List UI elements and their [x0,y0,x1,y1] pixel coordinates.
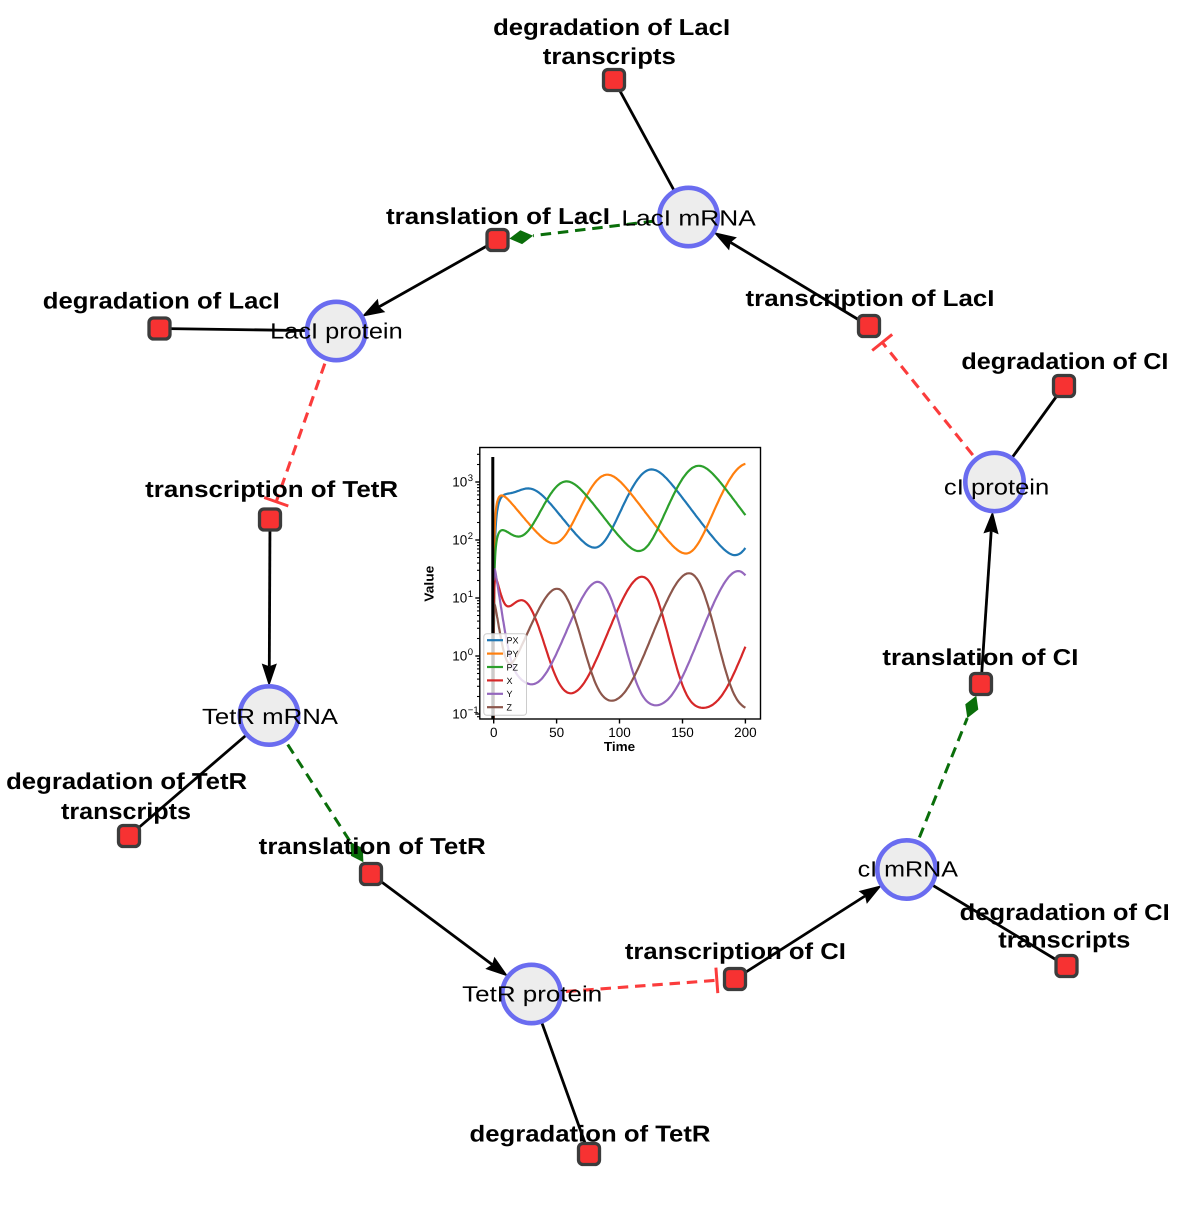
svg-text:TetR mRNA: TetR mRNA [202,704,338,729]
svg-text:10: 10 [452,707,467,722]
svg-text:LacI mRNA: LacI mRNA [621,205,756,230]
svg-text:transcripts: transcripts [543,43,676,69]
svg-text:50: 50 [549,725,564,740]
svg-text:10: 10 [452,649,467,664]
svg-text:Value: Value [422,566,437,602]
svg-text:degradation of CI: degradation of CI [961,348,1168,374]
svg-text:translation of CI: translation of CI [882,644,1078,670]
svg-text:degradation of TetR: degradation of TetR [6,768,247,794]
svg-text:transcripts: transcripts [998,927,1130,953]
svg-text:PZ: PZ [507,662,519,672]
svg-text:0: 0 [468,647,473,658]
svg-text:transcription of CI: transcription of CI [625,938,846,964]
svg-text:degradation of LacI: degradation of LacI [493,14,730,40]
svg-text:100: 100 [608,725,631,740]
svg-text:3: 3 [468,473,473,484]
svg-text:LacI protein: LacI protein [270,319,403,344]
svg-text:2: 2 [468,531,473,542]
svg-text:Y: Y [507,689,513,699]
svg-text:Z: Z [507,703,513,713]
svg-text:degradation of TetR: degradation of TetR [470,1120,711,1146]
svg-text:translation of LacI: translation of LacI [386,203,610,229]
svg-text:X: X [507,676,513,686]
svg-text:10: 10 [452,533,467,548]
svg-text:degradation of LacI: degradation of LacI [43,287,280,313]
svg-text:150: 150 [671,725,694,740]
svg-text:degradation of CI: degradation of CI [960,899,1170,925]
svg-text:200: 200 [734,725,757,740]
svg-text:10: 10 [452,475,467,490]
svg-text:transcription of LacI: transcription of LacI [746,285,995,311]
svg-text:transcripts: transcripts [61,798,191,824]
svg-text:Time: Time [604,739,635,754]
svg-text:10: 10 [452,591,467,606]
svg-text:cI protein: cI protein [944,475,1049,500]
svg-text:1: 1 [468,589,473,600]
svg-text:cI mRNA: cI mRNA [858,857,959,882]
svg-text:PY: PY [507,649,519,659]
svg-text:TetR protein: TetR protein [462,982,602,1007]
svg-text:−1: −1 [468,705,479,716]
svg-text:translation of TetR: translation of TetR [259,833,486,859]
svg-text:PX: PX [507,636,519,646]
svg-text:transcription of TetR: transcription of TetR [145,476,398,502]
svg-text:0: 0 [490,725,498,740]
